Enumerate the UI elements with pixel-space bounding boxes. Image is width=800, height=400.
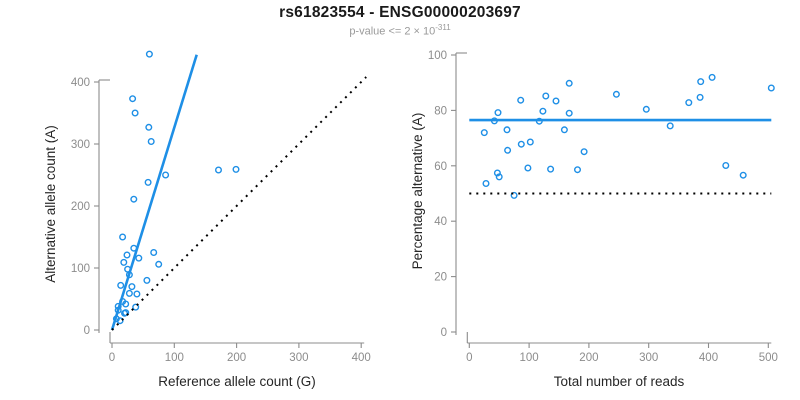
data-point	[143, 276, 151, 284]
data-point	[517, 140, 525, 148]
y-tick-label: 60	[434, 161, 447, 173]
data-point	[739, 171, 747, 179]
y-tick-label: 300	[71, 139, 90, 151]
x-tick-label: 0	[466, 352, 472, 364]
data-point	[144, 178, 152, 186]
data-point	[565, 109, 573, 117]
data-point	[494, 109, 502, 117]
data-point	[542, 92, 550, 100]
data-point	[119, 233, 127, 241]
y-tick-label: 20	[434, 272, 447, 284]
data-point	[504, 146, 512, 154]
data-point	[547, 165, 555, 173]
data-point	[122, 300, 130, 308]
data-point	[232, 165, 240, 173]
data-point	[503, 126, 511, 134]
data-point	[130, 195, 138, 203]
data-point	[120, 309, 128, 317]
x-tick-label: 200	[579, 352, 598, 364]
data-point	[666, 122, 674, 130]
data-point	[539, 107, 547, 115]
x-tick-label: 200	[227, 352, 246, 364]
left-scatter-panel: 0 100 200 300 400 0 100 200 300 400	[71, 50, 371, 364]
data-point	[767, 84, 775, 92]
x-tick-label: 300	[639, 352, 658, 364]
data-point	[685, 99, 693, 107]
subtitle-exponent: -311	[435, 23, 451, 32]
right-scatter-panel: 0 100 200 300 400 500 0 20 40 60 80 100	[428, 50, 778, 364]
fit-line	[110, 54, 198, 331]
data-point	[642, 105, 650, 113]
plot-subtitle: p-value <= 2 × 10-311	[0, 23, 800, 38]
data-point	[480, 129, 488, 137]
data-point	[510, 191, 518, 199]
data-point	[162, 171, 170, 179]
data-point	[565, 79, 573, 87]
data-point	[129, 95, 137, 103]
data-point	[526, 138, 534, 146]
data-point	[125, 289, 133, 297]
data-point	[552, 97, 560, 105]
right-xaxis-title: Total number of reads	[554, 374, 685, 389]
data-point	[574, 166, 582, 174]
data-point	[132, 303, 140, 311]
data-point	[150, 248, 158, 256]
x-tick-label: 400	[352, 352, 371, 364]
data-point	[120, 258, 128, 266]
y-tick-label: 40	[434, 216, 447, 228]
x-tick-label: 100	[520, 352, 539, 364]
subtitle-base: p-value <= 2 × 10	[349, 25, 436, 38]
data-point	[524, 164, 532, 172]
data-point	[493, 169, 501, 177]
data-point	[133, 290, 141, 298]
x-tick-label: 100	[165, 352, 184, 364]
y-tick-label: 0	[441, 327, 447, 339]
data-point	[214, 166, 222, 174]
data-point	[560, 126, 568, 134]
y-tick-label: 400	[71, 77, 90, 89]
y-tick-label: 80	[434, 105, 447, 117]
y-tick-label: 100	[71, 263, 90, 275]
left-xaxis-title: Reference allele count (G)	[158, 374, 316, 389]
data-point	[128, 283, 136, 291]
data-point	[123, 251, 131, 259]
left-yaxis-title: Alternative allele count (A)	[43, 125, 58, 283]
x-tick-label: 400	[699, 352, 718, 364]
data-point	[612, 90, 620, 98]
data-point	[116, 317, 124, 325]
data-point	[696, 93, 704, 101]
data-point	[517, 96, 525, 104]
data-point	[135, 254, 143, 262]
data-point	[708, 73, 716, 81]
data-point	[580, 148, 588, 156]
y-tick-label: 100	[428, 50, 447, 62]
data-point	[482, 179, 490, 187]
right-yaxis-title: Percentage alternative (A)	[410, 113, 425, 270]
data-point	[697, 78, 705, 86]
x-tick-label: 500	[759, 352, 778, 364]
data-point	[145, 123, 153, 131]
x-tick-label: 0	[109, 352, 115, 364]
plot-title: rs61823554 - ENSG00000203697	[279, 4, 521, 21]
data-point	[147, 137, 155, 145]
data-point	[722, 161, 730, 169]
data-point	[131, 109, 139, 117]
data-point	[495, 173, 503, 181]
x-tick-label: 300	[289, 352, 308, 364]
data-point	[145, 50, 153, 58]
y-tick-label: 0	[84, 325, 90, 337]
data-point	[117, 281, 125, 289]
data-point	[155, 260, 163, 268]
y-tick-label: 200	[71, 201, 90, 213]
